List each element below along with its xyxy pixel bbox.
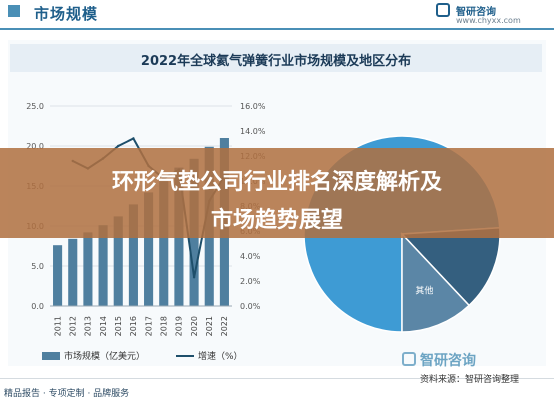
- bar-market-size: [144, 192, 154, 306]
- bar-market-size: [98, 225, 108, 306]
- x-tick-label: 2016: [129, 316, 138, 336]
- bar-market-size: [83, 232, 93, 306]
- y-left-tick-label: 20.0: [26, 142, 44, 151]
- footer-source: 资料来源：智研咨询整理: [420, 375, 520, 385]
- y-left-tick-label: 5.0: [31, 262, 44, 271]
- bar-market-size: [113, 216, 123, 306]
- footer-logo-icon: [402, 352, 416, 366]
- headline-line-2[interactable]: 市场趋势展望: [210, 208, 343, 233]
- header-accent-square: [8, 5, 20, 17]
- header-divider: [0, 28, 554, 30]
- bar-market-size: [68, 238, 78, 306]
- x-tick-label: 2018: [160, 316, 169, 336]
- y-right-tick-label: 0.0%: [240, 302, 261, 311]
- bar-market-size: [128, 204, 138, 306]
- x-tick-label: 2017: [144, 316, 153, 336]
- chart-title-band: [10, 44, 542, 72]
- x-tick-label: 2022: [220, 316, 229, 336]
- pie-slice-label: 其他: [415, 285, 433, 297]
- x-tick-label: 2021: [205, 316, 214, 336]
- y-left-tick-label: 25.0: [26, 102, 44, 111]
- headline-line-1[interactable]: 环形气垫公司行业排名深度解析及: [111, 170, 442, 195]
- x-tick-label: 2015: [114, 316, 123, 336]
- y-right-tick-label: 2.0%: [240, 277, 261, 286]
- top-header: 市场规模 智研咨询 www.chyxx.com: [0, 0, 554, 30]
- brand-name: 智研咨询: [456, 7, 496, 18]
- x-tick-label: 2013: [84, 316, 93, 336]
- footer-divider: [0, 378, 554, 379]
- x-tick-label: 2012: [69, 316, 78, 336]
- y-right-tick-label: 16.0%: [240, 102, 266, 111]
- header-title: 市场规模: [34, 5, 99, 23]
- x-tick-label: 2011: [53, 316, 62, 336]
- legend-line-swatch: [176, 355, 194, 357]
- legend-line-label: 增速（%）: [198, 352, 243, 362]
- brand-logo-icon: [436, 3, 450, 17]
- bar-market-size: [159, 181, 169, 306]
- footer-services: 精品报告 · 专项定制 · 品牌服务: [4, 389, 130, 399]
- legend-bar-swatch: [42, 352, 60, 360]
- pie-slice: [401, 232, 471, 333]
- growth-rate-point: [132, 137, 135, 140]
- x-tick-label: 2019: [175, 316, 184, 336]
- headline-overlay-band: [0, 148, 554, 238]
- growth-rate-point: [192, 276, 196, 279]
- footer-logo-text: 智研咨询: [420, 353, 476, 369]
- x-tick-label: 2020: [190, 316, 199, 336]
- footer-band: [0, 366, 554, 400]
- y-right-tick-label: 14.0%: [240, 127, 266, 136]
- growth-rate-point: [117, 144, 120, 148]
- x-tick-label: 2014: [99, 316, 108, 336]
- legend-bar-label: 市场规模（亿美元）: [64, 352, 146, 362]
- bar-market-size: [53, 245, 63, 306]
- y-right-tick-label: 4.0%: [240, 252, 261, 261]
- y-left-tick-label: 0.0: [31, 302, 44, 311]
- brand-url[interactable]: www.chyxx.com: [456, 16, 521, 25]
- chart-title: 2022年全球氦气弹簧行业市场规模及地区分布: [140, 54, 412, 69]
